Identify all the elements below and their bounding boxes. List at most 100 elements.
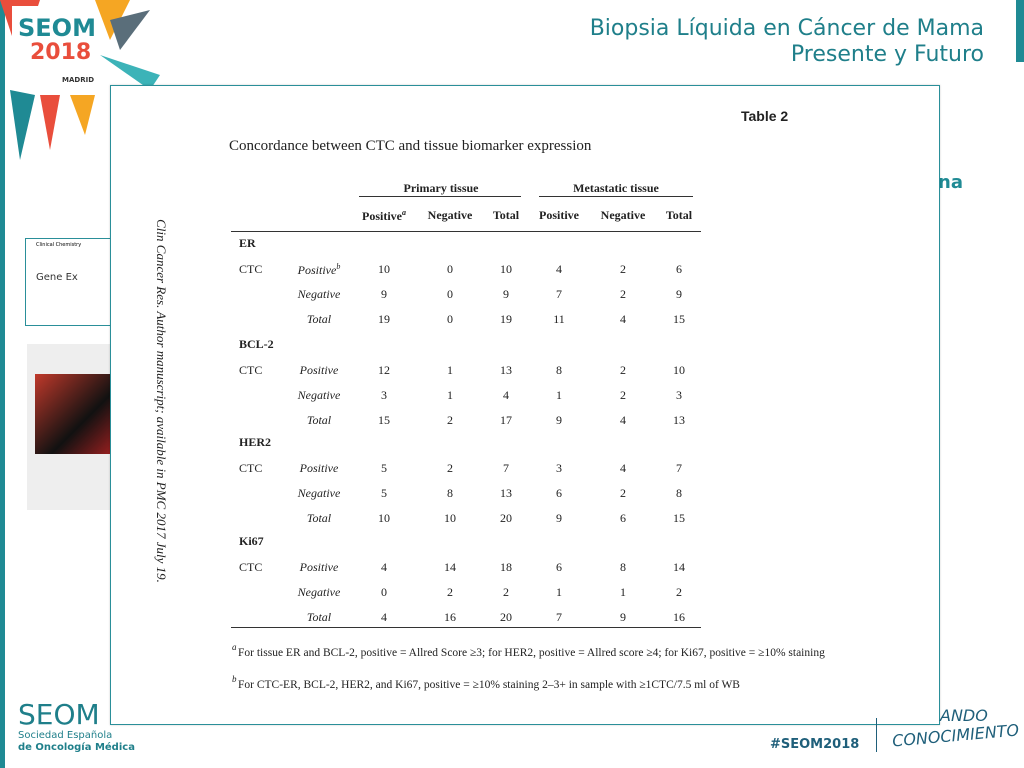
row-label: Total (306, 312, 332, 326)
cell: 5 (381, 461, 387, 475)
row-label: Negative (297, 585, 341, 599)
cell: 3 (381, 388, 387, 402)
cell: 20 (500, 511, 512, 525)
cell: 10 (673, 363, 685, 377)
cell: 4 (620, 413, 626, 427)
logo-decoration (0, 0, 160, 160)
cell: 10 (444, 511, 456, 525)
paper-journal: Clinical Chemistry (36, 242, 82, 248)
cell: 10 (378, 262, 390, 276)
cell: 7 (556, 287, 562, 301)
row-label: Positiveb (297, 262, 341, 277)
cell: 9 (620, 610, 626, 624)
cell: 1 (556, 585, 562, 599)
heatmap-thumbnail (27, 344, 115, 510)
row-label: Total (306, 511, 332, 525)
cell: 4 (620, 461, 626, 475)
shard (100, 55, 160, 90)
cell: 19 (500, 312, 512, 326)
cell: 6 (556, 486, 562, 500)
cell: 4 (620, 312, 626, 326)
cell: 9 (556, 511, 562, 525)
rule (231, 231, 701, 232)
row-label: Positive (299, 560, 339, 574)
cell: 19 (378, 312, 390, 326)
column-header: Negative (600, 208, 646, 222)
footer-divider (876, 718, 877, 752)
column-header: Negative (427, 208, 473, 222)
cell: 4 (503, 388, 509, 402)
group-source: CTC (239, 262, 263, 276)
cell: 17 (500, 413, 512, 427)
row-label: Total (306, 610, 332, 624)
slide-title: Biopsia Líquida en Cáncer de Mama (589, 16, 984, 41)
cell: 1 (620, 585, 626, 599)
cell: 11 (553, 312, 565, 326)
footnote: For CTC-ER, BCL-2, HER2, and Ki67, posit… (238, 679, 740, 691)
cell: 7 (676, 461, 682, 475)
column-group: Metastatic tissue (573, 181, 659, 195)
rule (231, 627, 701, 628)
cell: 13 (500, 363, 512, 377)
cell: 1 (447, 363, 453, 377)
cell: 2 (620, 363, 626, 377)
cell: 10 (378, 511, 390, 525)
cell: 16 (444, 610, 456, 624)
rule (359, 196, 521, 197)
column-group: Primary tissue (403, 181, 479, 195)
column-header: Positivea (362, 208, 406, 223)
cell: 2 (503, 585, 509, 599)
group-source: CTC (239, 363, 263, 377)
cell: 2 (447, 461, 453, 475)
rule (539, 196, 693, 197)
cell: 16 (673, 610, 685, 624)
cell: 2 (447, 585, 453, 599)
group-name: ER (239, 236, 256, 250)
cell: 9 (676, 287, 682, 301)
footer-hashtag: #SEOM2018 (770, 737, 860, 752)
footer-society: SEOM (18, 698, 100, 731)
side-note: Clin Cancer Res. Author manuscript; avai… (154, 219, 169, 583)
background-text: na (938, 172, 963, 193)
cell: 8 (447, 486, 453, 500)
row-label: Negative (297, 287, 341, 301)
cell: 2 (620, 262, 626, 276)
logo-year: 2018 (30, 40, 92, 65)
cell: 0 (447, 262, 453, 276)
cell: 5 (381, 486, 387, 500)
table-figure: Table 2 Concordance between CTC and tissu… (110, 85, 940, 725)
shard (70, 95, 95, 135)
column-header: Total (492, 208, 520, 222)
group-source: CTC (239, 461, 263, 475)
cell: 8 (556, 363, 562, 377)
footnote-mark: a (232, 642, 237, 652)
cell: 13 (500, 486, 512, 500)
cell: 1 (447, 388, 453, 402)
column-header: Total (665, 208, 693, 222)
cell: 6 (556, 560, 562, 574)
cell: 14 (673, 560, 685, 574)
logo-box (12, 6, 94, 90)
cell: 0 (381, 585, 387, 599)
row-label: Positive (299, 363, 339, 377)
cell: 4 (556, 262, 562, 276)
right-stripe (1016, 0, 1024, 62)
cell: 10 (500, 262, 512, 276)
shard (10, 90, 35, 160)
group-source: CTC (239, 560, 263, 574)
cell: 14 (444, 560, 456, 574)
row-label: Total (306, 413, 332, 427)
shard (110, 10, 150, 50)
group-name: HER2 (239, 435, 272, 449)
cell: 12 (378, 363, 390, 377)
cell: 9 (381, 287, 387, 301)
column-header: Positive (539, 208, 579, 222)
row-note: b (336, 262, 341, 271)
cell: 9 (556, 413, 562, 427)
cell: 0 (447, 287, 453, 301)
footer-slogan-top: ANDO (940, 706, 988, 725)
cell: 8 (620, 560, 626, 574)
row-label: Positive (299, 461, 339, 475)
logo-name: SEOM (18, 14, 96, 42)
cell: 3 (556, 461, 562, 475)
